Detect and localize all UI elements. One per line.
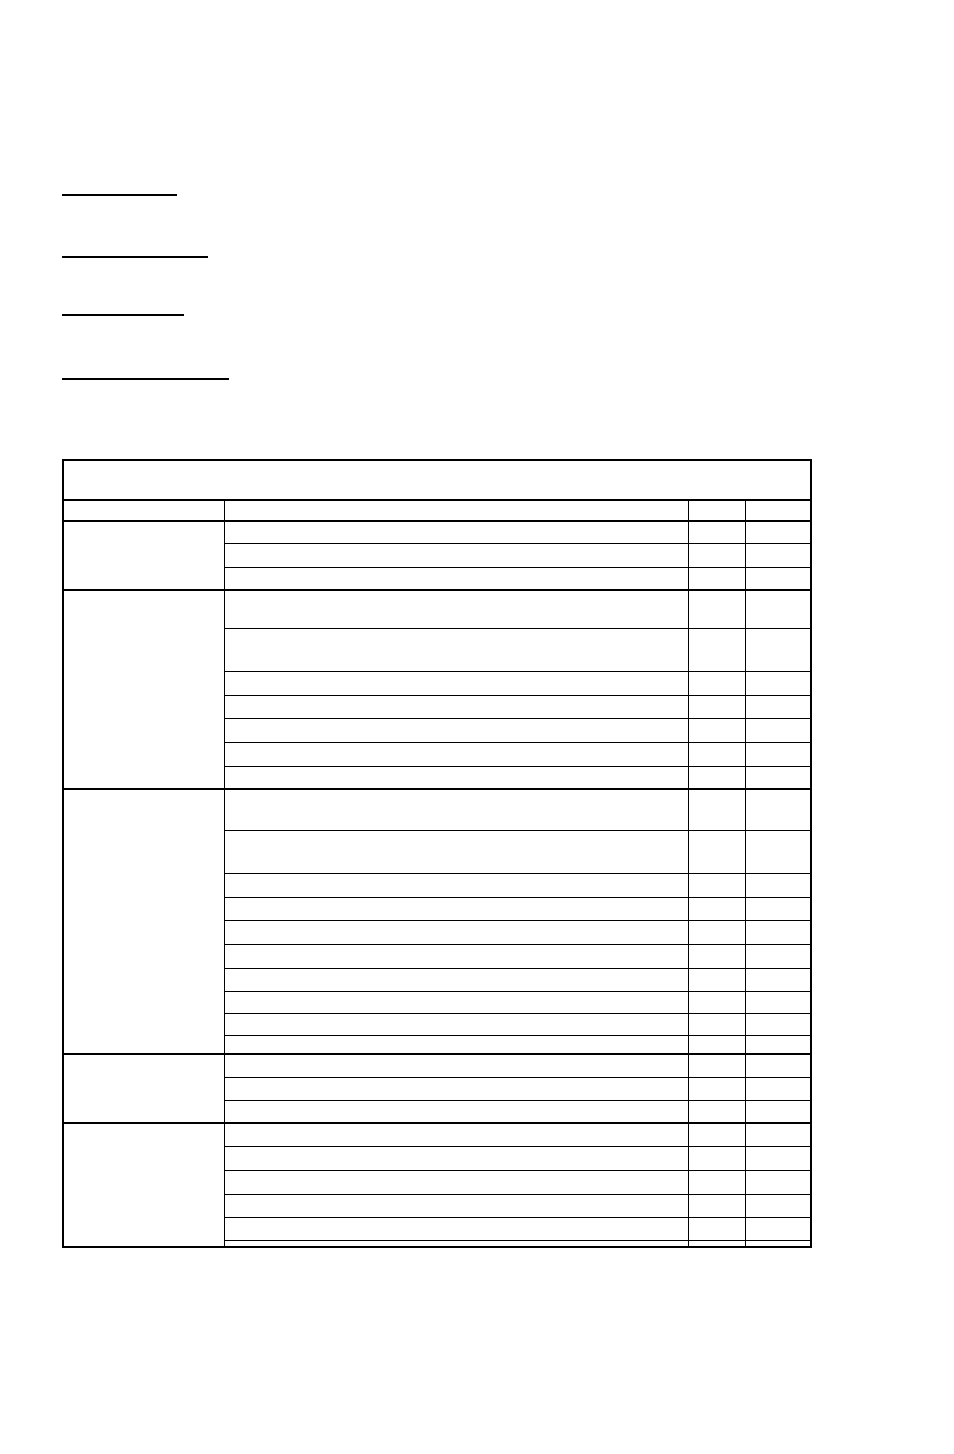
underline-1	[62, 194, 177, 196]
document-page	[0, 0, 954, 1454]
underline-2	[62, 256, 208, 258]
underline-3	[62, 314, 184, 316]
underline-4	[62, 378, 229, 380]
data-table	[62, 459, 812, 1248]
